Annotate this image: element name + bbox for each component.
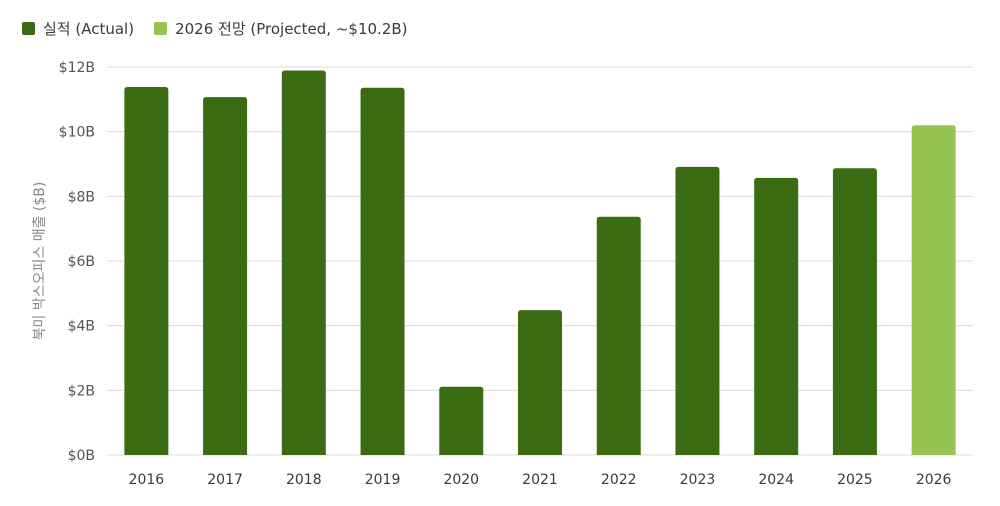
bar-actual-2021[interactable] — [518, 310, 562, 455]
bar-actual-2017[interactable] — [203, 97, 248, 455]
bar-actual-2022[interactable] — [596, 216, 641, 455]
x-tick-label: 2022 — [601, 472, 637, 488]
y-axis-ticks: $0B $2B $4B $6B $8B $10B $12B — [59, 60, 95, 464]
legend-swatch-actual — [22, 22, 35, 35]
bar-actual-2016[interactable] — [124, 87, 169, 456]
bar-actual-2023[interactable] — [675, 166, 720, 455]
y-tick-label: $12B — [59, 60, 95, 76]
x-tick-label: 2016 — [129, 472, 165, 488]
legend-label-projected: 2026 전망 (Projected, ~$10.2B) — [175, 20, 408, 38]
x-tick-label: 2021 — [522, 472, 558, 488]
y-tick-label: $2B — [68, 383, 95, 399]
y-tick-label: $10B — [59, 125, 95, 141]
x-tick-label: 2018 — [286, 472, 322, 488]
x-tick-label: 2026 — [916, 472, 952, 488]
bar-actual-2025[interactable] — [832, 168, 877, 455]
x-tick-label: 2025 — [837, 472, 873, 488]
legend-label-actual: 실적 (Actual) — [43, 20, 135, 38]
x-tick-label: 2024 — [758, 472, 794, 488]
x-tick-label: 2019 — [365, 472, 401, 488]
bar-actual-2018[interactable] — [281, 70, 326, 455]
bar-actual-2019[interactable] — [360, 87, 405, 456]
x-tick-label: 2017 — [207, 472, 243, 488]
x-axis-ticks: 2016 2017 2018 2019 2020 2021 2022 2023 2024 2025… — [129, 472, 952, 488]
legend-item-actual[interactable]: 실적 (Actual) — [22, 18, 134, 39]
legend-item-projected[interactable]: 2026 전망 (Projected, ~$10.2B) — [154, 18, 408, 39]
y-tick-label: $0B — [68, 448, 95, 464]
y-tick-label: $4B — [68, 319, 95, 335]
x-tick-label: 2023 — [680, 472, 716, 488]
y-tick-label: $8B — [68, 189, 95, 205]
legend-swatch-projected — [154, 22, 168, 35]
gridlines — [107, 66, 973, 456]
y-axis-title: 북미 박스오피스 매출 ($B) — [32, 182, 48, 341]
legend: 실적 (Actual) 2026 전망 (Projected, ~$10.2B) — [22, 18, 408, 39]
x-tick-label: 2020 — [443, 472, 479, 488]
y-tick-label: $6B — [68, 254, 95, 270]
bar-actual-2024[interactable] — [754, 177, 799, 456]
bars — [124, 70, 956, 456]
bar-actual-2020[interactable] — [439, 386, 484, 455]
bar-projected-2026[interactable] — [911, 125, 956, 455]
